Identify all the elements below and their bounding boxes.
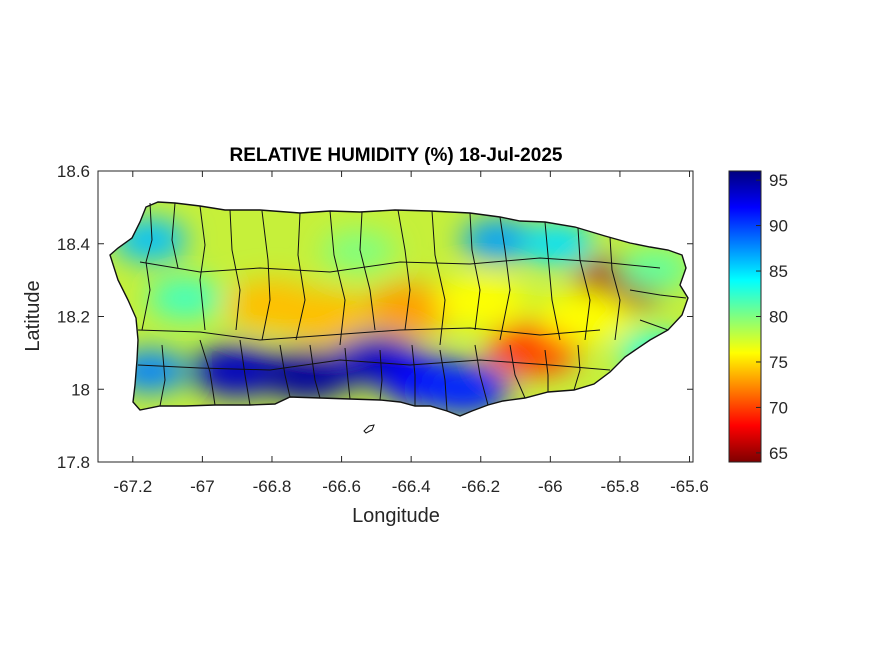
x-tick-label: -66.4: [392, 477, 431, 496]
municipality-border: [261, 210, 271, 341]
x-tick-label: -66: [538, 477, 563, 496]
x-tick-label: -66.8: [253, 477, 292, 496]
colorbar-tick-label: 80: [769, 308, 788, 327]
municipality-border: [171, 202, 179, 269]
municipality-border: [295, 212, 306, 341]
municipality-border: [629, 289, 687, 299]
colorbar-tick-label: 75: [769, 353, 788, 372]
x-tick-label: -65.8: [601, 477, 640, 496]
municipality-border: [379, 349, 383, 401]
municipality-border: [329, 210, 346, 346]
y-tick-label: 17.8: [57, 453, 90, 472]
x-tick-label: -67.2: [113, 477, 152, 496]
municipality-border: [139, 257, 661, 273]
humidity-zone: [520, 222, 595, 265]
municipality-border: [137, 359, 611, 371]
humidity-zone: [434, 275, 527, 328]
x-tick-label: -66.6: [322, 477, 361, 496]
municipality-border: [279, 344, 291, 398]
x-axis-label: Longitude: [352, 505, 440, 527]
municipality-border: [159, 344, 166, 407]
municipality-border: [639, 319, 669, 331]
municipality-border: [397, 209, 411, 331]
y-axis-label: Latitude: [22, 280, 44, 351]
y-tick-label: 18: [71, 380, 90, 399]
humidity-zone: [461, 219, 535, 261]
y-tick-label: 18.4: [57, 235, 90, 254]
municipality-border: [199, 339, 216, 406]
colorbar-ticks: 95 90 85 80 75 70 65: [756, 171, 788, 463]
municipality-border: [137, 327, 601, 341]
map-title: RELATIVE HUMIDITY (%) 18-Jul-2025: [230, 145, 563, 166]
x-tick-label: -67: [190, 477, 215, 496]
municipality-border: [359, 211, 376, 331]
x-tick-label: -66.2: [461, 477, 500, 496]
humidity-zone: [148, 277, 222, 320]
municipality-border: [577, 227, 591, 341]
municipality-border: [411, 344, 416, 406]
municipality-border: [344, 347, 351, 400]
municipality-border: [239, 339, 251, 406]
colorbar-tick-label: 95: [769, 171, 788, 190]
colorbar-tick-label: 90: [769, 217, 788, 236]
humidity-zone: [617, 248, 688, 291]
x-tick-label: -65.6: [670, 477, 709, 496]
y-axis-ticks: 18.6 18.4 18.2 18 17.8: [57, 162, 693, 472]
municipality-border: [431, 210, 446, 346]
island-outline: [109, 201, 689, 417]
humidity-zone: [365, 283, 458, 336]
municipality-border: [544, 221, 561, 341]
municipality-border: [573, 344, 581, 391]
municipality-border: [141, 202, 153, 331]
colorbar-tick-label: 70: [769, 398, 788, 417]
municipality-border: [609, 236, 621, 341]
humidity-field: [110, 202, 688, 416]
municipality-border: [509, 344, 526, 399]
y-tick-label: 18.2: [57, 308, 90, 327]
colorbar-tick-label: 85: [769, 262, 788, 281]
municipality-border: [499, 216, 511, 341]
humidity-zone: [225, 279, 318, 332]
municipality-border: [544, 349, 549, 392]
humidity-zone: [539, 290, 632, 343]
y-tick-label: 18.6: [57, 162, 90, 181]
municipality-borders: [137, 202, 687, 412]
x-axis-ticks: -67.2 -67 -66.8 -66.6 -66.4 -66.2 -66 -65.8 -65.…: [113, 171, 709, 496]
colorbar-tick-label: 65: [769, 444, 788, 463]
humidity-zone: [322, 230, 396, 272]
municipality-border: [309, 344, 321, 399]
municipality-border: [439, 349, 448, 412]
municipality-border: [469, 212, 481, 331]
municipality-border: [199, 205, 206, 331]
humidity-zone: [191, 345, 284, 398]
humidity-zone: [417, 363, 510, 416]
caja-de-muertos-island: [363, 424, 375, 434]
municipality-border: [474, 344, 489, 406]
